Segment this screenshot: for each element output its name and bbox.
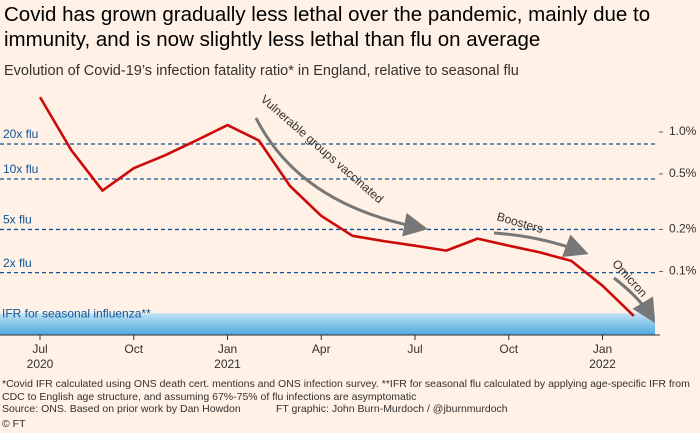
x-year-label: 2021 (214, 357, 241, 371)
x-year-label: 2020 (27, 357, 54, 371)
ref-label: 5x flu (3, 213, 32, 227)
y-tick-label: 0.2% (669, 222, 697, 236)
ref-label: 20x flu (3, 127, 38, 141)
x-tick-label: Jul (32, 342, 47, 356)
x-year-label: 2022 (589, 357, 616, 371)
chart-subtitle: Evolution of Covid-19’s infection fatali… (4, 63, 519, 79)
ref-label: 2x flu (3, 256, 32, 270)
y-tick-label: 0.1% (669, 264, 697, 278)
y-tick-label: 1.0% (669, 124, 697, 138)
footnote: *Covid IFR calculated using ONS death ce… (2, 378, 690, 403)
copyright: © FT (2, 418, 26, 430)
x-tick-label: Oct (124, 342, 143, 356)
x-tick-label: Jan (593, 342, 612, 356)
annotation: Boosters (495, 209, 544, 236)
arrow (254, 117, 428, 237)
x-tick-label: Oct (499, 342, 518, 356)
flu-band-label: IFR for seasonal influenza** (2, 307, 151, 321)
x-tick-label: Apr (312, 342, 331, 356)
x-tick-label: Jan (218, 342, 237, 356)
flu-band (0, 313, 655, 335)
arrow (493, 231, 589, 257)
y-tick-label: 0.5% (669, 166, 697, 180)
data-line (38, 96, 635, 317)
annotations: Vulnerable groups vaccinated Boosters Om… (254, 92, 656, 324)
ref-label: 10x flu (3, 162, 38, 176)
x-tick-label: Jul (407, 342, 422, 356)
credit: FT graphic: John Burn-Murdoch / @jburnmu… (276, 403, 508, 415)
chart-title: Covid has grown gradually less lethal ov… (4, 3, 651, 51)
source: Source: ONS. Based on prior work by Dan … (2, 403, 241, 415)
arrow (613, 276, 656, 324)
